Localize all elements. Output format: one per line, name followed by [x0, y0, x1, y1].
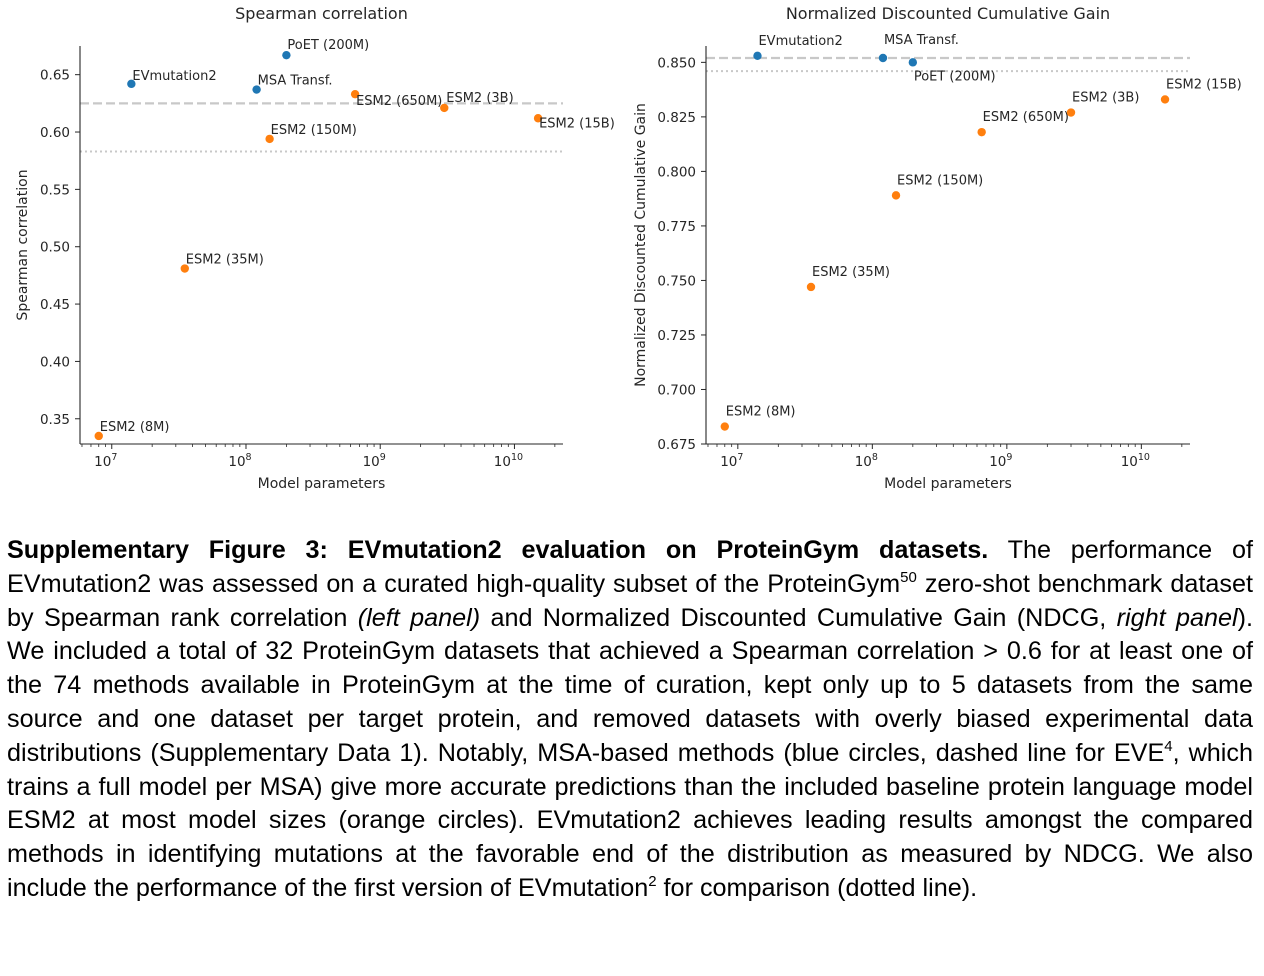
y-tick-label: 0.45	[40, 297, 70, 313]
data-label: ESM2 (150M)	[271, 123, 357, 138]
figure: Spearman correlation 0.35 0.40 0.45 0.50 0.55…	[15, 4, 1242, 492]
caption-italic: right panel	[1116, 603, 1238, 632]
y-axis-label: Spearman correlation	[15, 169, 31, 320]
data-label: MSA Transf.	[884, 33, 959, 48]
caption-text: The performance of EVmutation2 was asses…	[7, 536, 1253, 598]
y-tick-label: 0.675	[657, 437, 696, 453]
figure-caption: Supplementary Figure 3: EVmutation2 eval…	[7, 534, 1253, 906]
caption-ref: 50	[900, 568, 917, 586]
data-label: PoET (200M)	[914, 69, 996, 84]
data-point	[282, 50, 291, 60]
chart-panel: Spearman correlation 0.35 0.40 0.45 0.50 0.55…	[15, 4, 615, 492]
y-tick-label: 0.850	[657, 55, 696, 71]
data-point	[891, 191, 901, 200]
data-label: PoET (200M)	[287, 38, 369, 53]
y-tick-label: 0.50	[40, 240, 70, 256]
data-point	[127, 79, 136, 89]
chart-title: Spearman correlation	[235, 4, 408, 23]
data-point	[265, 134, 274, 144]
x-tick-label: 107	[720, 452, 743, 470]
data-point	[806, 282, 816, 292]
y-axis-label: Normalized Discounted Cumulative Gain	[633, 103, 649, 387]
caption-text: for comparison (dotted line).	[656, 873, 978, 902]
caption-italic: (left panel)	[357, 603, 481, 632]
data-point	[1160, 95, 1170, 104]
data-point	[878, 53, 888, 63]
data-point	[180, 264, 189, 273]
y-tick-label: 0.35	[40, 412, 70, 428]
data-label: ESM2 (15B)	[1166, 77, 1242, 92]
data-label: ESM2 (3B)	[446, 91, 513, 106]
scatter-charts: Spearman correlation 0.35 0.40 0.45 0.50 0.55…	[15, 4, 1242, 492]
data-point	[720, 422, 729, 431]
x-tick-label: 107	[94, 452, 117, 470]
caption-text: , which trains a full model per MSA) giv…	[7, 738, 1253, 902]
caption-text: zero-shot benchmark dataset by Spearman …	[7, 569, 1253, 632]
data-label: EVmutation2	[132, 69, 216, 84]
x-tick-label: 109	[989, 452, 1012, 470]
y-tick-label: 0.825	[657, 110, 696, 126]
data-label: ESM2 (8M)	[726, 405, 796, 420]
caption-text: and Normalized Discounted Cumulative Gai…	[480, 603, 1117, 632]
data-point	[977, 127, 986, 137]
data-label: ESM2 (8M)	[100, 420, 170, 435]
caption-text: ). We included a total of 32 ProteinGym …	[7, 603, 1253, 767]
y-tick-label: 0.725	[657, 328, 696, 344]
x-tick-label: 108	[228, 452, 251, 470]
data-point	[94, 431, 103, 441]
caption-ref: 2	[648, 872, 657, 890]
caption-title: Supplementary Figure 3: EVmutation2 eval…	[7, 536, 989, 564]
data-label: ESM2 (150M)	[897, 173, 983, 188]
data-point	[753, 51, 762, 61]
y-tick-label: 0.60	[40, 125, 70, 141]
y-tick-label: 0.65	[40, 68, 70, 84]
data-point	[533, 114, 543, 123]
data-label: MSA Transf.	[258, 74, 333, 89]
chart-title: Normalized Discounted Cumulative Gain	[786, 4, 1110, 23]
y-tick-label: 0.800	[657, 164, 696, 180]
y-tick-label: 0.700	[657, 382, 696, 398]
chart-panel: Normalized Discounted Cumulative Gain 0.6…	[633, 4, 1242, 492]
data-label: EVmutation2	[758, 34, 842, 49]
data-point	[252, 85, 261, 94]
x-tick-label: 1010	[494, 452, 523, 470]
data-label: ESM2 (35M)	[186, 253, 264, 268]
data-label: ESM2 (650M)	[356, 94, 442, 109]
y-tick-label: 0.40	[40, 354, 70, 370]
data-point	[908, 58, 918, 67]
data-point	[440, 103, 449, 113]
x-axis-label: Model parameters	[884, 476, 1012, 492]
caption-ref: 4	[1164, 737, 1173, 755]
x-axis-label: Model parameters	[258, 476, 386, 492]
y-tick-label: 0.55	[40, 182, 70, 198]
data-label: ESM2 (35M)	[812, 265, 890, 280]
y-tick-label: 0.775	[657, 219, 696, 235]
data-point	[1066, 108, 1076, 117]
y-tick-label: 0.750	[657, 273, 696, 289]
data-point	[350, 89, 360, 99]
x-tick-label: 109	[363, 452, 386, 470]
x-tick-label: 108	[855, 452, 878, 470]
data-label: ESM2 (3B)	[1072, 91, 1139, 106]
x-tick-label: 1010	[1121, 452, 1150, 470]
data-label: ESM2 (650M)	[983, 110, 1069, 125]
data-label: ESM2 (15B)	[539, 116, 615, 131]
